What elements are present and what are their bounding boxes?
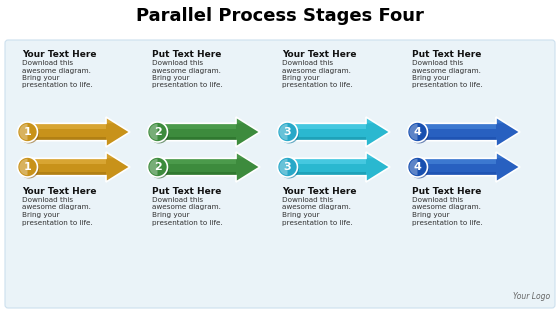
Text: Your Text Here: Your Text Here <box>282 50 357 59</box>
Polygon shape <box>22 123 106 129</box>
Polygon shape <box>236 152 248 159</box>
Polygon shape <box>412 158 496 164</box>
Polygon shape <box>282 158 366 164</box>
Polygon shape <box>22 152 130 182</box>
Text: 3: 3 <box>284 127 291 137</box>
Circle shape <box>279 158 299 179</box>
Wedge shape <box>19 159 27 175</box>
Polygon shape <box>412 172 496 176</box>
Text: Download this
awesome diagram.
Bring your
presentation to life.: Download this awesome diagram. Bring you… <box>282 60 353 89</box>
Polygon shape <box>282 137 366 141</box>
Polygon shape <box>152 137 236 141</box>
Polygon shape <box>412 123 496 129</box>
Polygon shape <box>366 117 378 124</box>
Text: Your Text Here: Your Text Here <box>282 187 357 196</box>
Polygon shape <box>236 117 248 124</box>
Polygon shape <box>282 172 366 176</box>
Text: Your Logo: Your Logo <box>513 292 550 301</box>
Text: 1: 1 <box>24 162 31 172</box>
Polygon shape <box>152 172 236 176</box>
Polygon shape <box>22 172 106 176</box>
Text: Download this
awesome diagram.
Bring your
presentation to life.: Download this awesome diagram. Bring you… <box>412 197 483 226</box>
Polygon shape <box>366 152 378 159</box>
Polygon shape <box>412 137 496 141</box>
Wedge shape <box>279 159 287 175</box>
Circle shape <box>278 122 297 142</box>
Circle shape <box>279 123 299 144</box>
Text: Put Text Here: Put Text Here <box>152 50 221 59</box>
Text: 1: 1 <box>24 127 31 137</box>
Wedge shape <box>150 159 157 175</box>
Circle shape <box>147 122 167 142</box>
Text: Your Text Here: Your Text Here <box>22 50 96 59</box>
Text: 4: 4 <box>414 127 422 137</box>
Polygon shape <box>412 117 520 147</box>
Polygon shape <box>106 117 118 124</box>
Polygon shape <box>152 152 260 182</box>
Text: Download this
awesome diagram.
Bring your
presentation to life.: Download this awesome diagram. Bring you… <box>152 197 223 226</box>
Circle shape <box>409 158 429 179</box>
Text: 4: 4 <box>414 162 422 172</box>
Circle shape <box>408 122 427 142</box>
Polygon shape <box>496 117 508 124</box>
Circle shape <box>19 123 39 144</box>
Polygon shape <box>412 152 520 182</box>
Text: Your Text Here: Your Text Here <box>22 187 96 196</box>
Text: 2: 2 <box>153 162 161 172</box>
Text: Put Text Here: Put Text Here <box>412 187 482 196</box>
Polygon shape <box>152 117 260 147</box>
Polygon shape <box>282 117 390 147</box>
Circle shape <box>408 157 427 177</box>
Text: Download this
awesome diagram.
Bring your
presentation to life.: Download this awesome diagram. Bring you… <box>282 197 353 226</box>
Polygon shape <box>282 152 390 182</box>
Text: 3: 3 <box>284 162 291 172</box>
Polygon shape <box>106 152 118 159</box>
Circle shape <box>149 123 169 144</box>
Circle shape <box>278 157 297 177</box>
Wedge shape <box>150 124 157 140</box>
FancyBboxPatch shape <box>5 40 555 308</box>
Polygon shape <box>22 117 130 147</box>
Text: 2: 2 <box>153 127 161 137</box>
Text: Put Text Here: Put Text Here <box>412 50 482 59</box>
Polygon shape <box>22 137 106 141</box>
Polygon shape <box>152 123 236 129</box>
Text: Put Text Here: Put Text Here <box>152 187 221 196</box>
Text: Parallel Process Stages Four: Parallel Process Stages Four <box>136 7 424 25</box>
Polygon shape <box>496 152 508 159</box>
Wedge shape <box>279 124 287 140</box>
Text: Download this
awesome diagram.
Bring your
presentation to life.: Download this awesome diagram. Bring you… <box>22 197 93 226</box>
Polygon shape <box>22 158 106 164</box>
Circle shape <box>17 157 38 177</box>
Polygon shape <box>152 158 236 164</box>
Circle shape <box>147 157 167 177</box>
Text: Download this
awesome diagram.
Bring your
presentation to life.: Download this awesome diagram. Bring you… <box>152 60 223 89</box>
Wedge shape <box>409 124 418 140</box>
Text: Download this
awesome diagram.
Bring your
presentation to life.: Download this awesome diagram. Bring you… <box>22 60 93 89</box>
Wedge shape <box>19 124 27 140</box>
Wedge shape <box>409 159 418 175</box>
Circle shape <box>409 123 429 144</box>
Text: Download this
awesome diagram.
Bring your
presentation to life.: Download this awesome diagram. Bring you… <box>412 60 483 89</box>
Circle shape <box>19 158 39 179</box>
Circle shape <box>149 158 169 179</box>
Polygon shape <box>282 123 366 129</box>
Circle shape <box>17 122 38 142</box>
